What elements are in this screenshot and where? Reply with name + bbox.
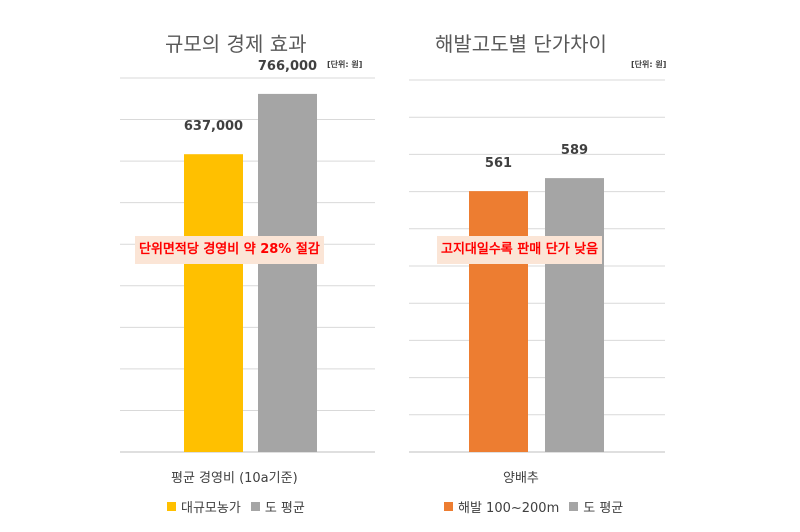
legend-label: 해발 100~200m xyxy=(458,501,560,516)
data-label: 561 xyxy=(485,156,512,171)
legend-label: 도 평균 xyxy=(583,501,624,516)
unit-note: [단위: 원] xyxy=(631,60,667,69)
chart-title: 해발고도별 단가차이 xyxy=(435,32,607,56)
bar xyxy=(545,178,604,453)
legend-swatch xyxy=(444,502,453,511)
annotation-box: 단위면적당 경영비 약 28% 절감 xyxy=(135,236,324,264)
legend: 해발 100~200m 도 평균 xyxy=(444,497,623,516)
data-label: 766,000 xyxy=(258,59,317,74)
legend-swatch xyxy=(569,502,579,511)
chart-panel-scale-economy: 규모의 경제 효과 [단위: 원] 637,000 766,000 단위면적당 경… xyxy=(95,0,405,532)
data-label: 637,000 xyxy=(184,119,243,134)
legend-item: 대규모농가 xyxy=(167,497,241,516)
category-label: 평균 경영비 (10a기준) xyxy=(171,471,298,486)
legend-item: 도 평균 xyxy=(569,497,623,516)
legend-swatch xyxy=(250,502,260,511)
annotation-box: 고지대일수록 판매 단가 낮음 xyxy=(437,236,603,264)
category-label: 양배추 xyxy=(503,471,539,486)
data-label: 589 xyxy=(561,143,588,158)
plot-area: 561 589 xyxy=(409,79,665,453)
bar xyxy=(184,154,243,452)
bar xyxy=(258,93,317,453)
bar xyxy=(469,191,528,452)
legend-item: 해발 100~200m xyxy=(444,497,559,516)
legend-label: 대규모농가 xyxy=(181,501,241,516)
chart-panel-altitude-price: 해발고도별 단가차이 [단위: 원] 561 589 고지대일수록 판매 단가 낮… xyxy=(395,0,685,532)
unit-note: [단위: 원] xyxy=(327,60,363,69)
legend: 대규모농가 도 평균 xyxy=(167,497,305,516)
plot-area: 637,000 766,000 xyxy=(120,59,375,453)
legend-item: 도 평균 xyxy=(250,497,305,516)
legend-swatch xyxy=(167,502,176,511)
chart-title: 규모의 경제 효과 xyxy=(165,32,307,56)
legend-label: 도 평균 xyxy=(264,501,305,516)
